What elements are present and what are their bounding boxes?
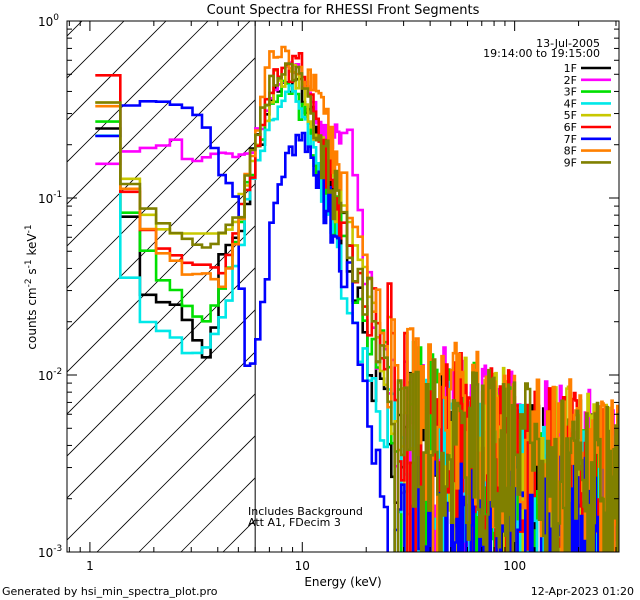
y-axis-label-exp: -2 [24, 278, 34, 287]
y-tick-label: 10-3 [38, 544, 62, 560]
x-axis-label: Energy (keV) [304, 575, 381, 589]
x-tick-label: 10 [295, 559, 310, 573]
legend-label-5F: 5F [564, 109, 577, 122]
legend-label-8F: 8F [564, 145, 577, 158]
y-tick-labels: 100 10-1 10-2 10-3 [38, 13, 62, 560]
footer-generated-by: Generated by hsi_min_spectra_plot.pro [2, 585, 218, 598]
hatch-line [67, 225, 256, 415]
y-axis-label-part: keV [25, 233, 39, 260]
legend-label-2F: 2F [564, 74, 577, 87]
hatch-line [67, 21, 209, 163]
hatch-line [67, 183, 256, 373]
axis-ticks [67, 21, 619, 553]
hatch-line [67, 141, 256, 331]
y-tick-label: 10-2 [38, 367, 62, 383]
hatch-line [67, 21, 167, 121]
y-axis-label-part: s [25, 268, 39, 278]
time-range-label: 19:14:00 to 19:15:00 [483, 47, 600, 60]
legend-label-1F: 1F [564, 62, 577, 75]
y-axis-label-exp: -1 [24, 259, 34, 268]
hatch-line [67, 309, 256, 499]
hatch-line [67, 267, 256, 457]
legend-label-3F: 3F [564, 86, 577, 99]
x-tick-labels: 1 10 100 [86, 559, 526, 573]
annotation-background: Includes Background [248, 505, 363, 518]
hatch-line [67, 99, 256, 289]
series-lines [95, 45, 619, 552]
series-line-7F [95, 100, 616, 552]
hatch-line [67, 21, 251, 205]
series-line-9F [95, 62, 619, 552]
legend-label-6F: 6F [564, 121, 577, 134]
y-tick-label: 100 [38, 13, 59, 29]
hatch-line [67, 351, 256, 541]
x-tick-label: 1 [86, 559, 94, 573]
chart-title: Count Spectra for RHESSI Front Segments [207, 3, 480, 18]
annotation-attenuator: Att A1, FDecim 3 [248, 516, 341, 529]
legend-label-7F: 7F [564, 133, 577, 146]
y-axis-label-exp: -1 [24, 224, 34, 233]
y-axis-label: counts cm-2 s-1 keV-1 [24, 224, 39, 349]
y-axis-label-part: counts cm [25, 287, 39, 349]
legend-label-4F: 4F [564, 97, 577, 110]
hatch-line [67, 57, 256, 247]
x-tick-label: 100 [503, 559, 526, 573]
y-tick-label: 10-1 [38, 190, 62, 206]
plot-frame [66, 20, 620, 553]
footer-timestamp: 12-Apr-2023 01:20 [531, 585, 634, 598]
hatch-line [138, 435, 256, 552]
date-label: 13-Jul-2005 [536, 37, 600, 50]
attenuator-hatch-region [67, 21, 256, 552]
legend-label-9F: 9F [564, 156, 577, 169]
hatch-line [96, 393, 256, 552]
